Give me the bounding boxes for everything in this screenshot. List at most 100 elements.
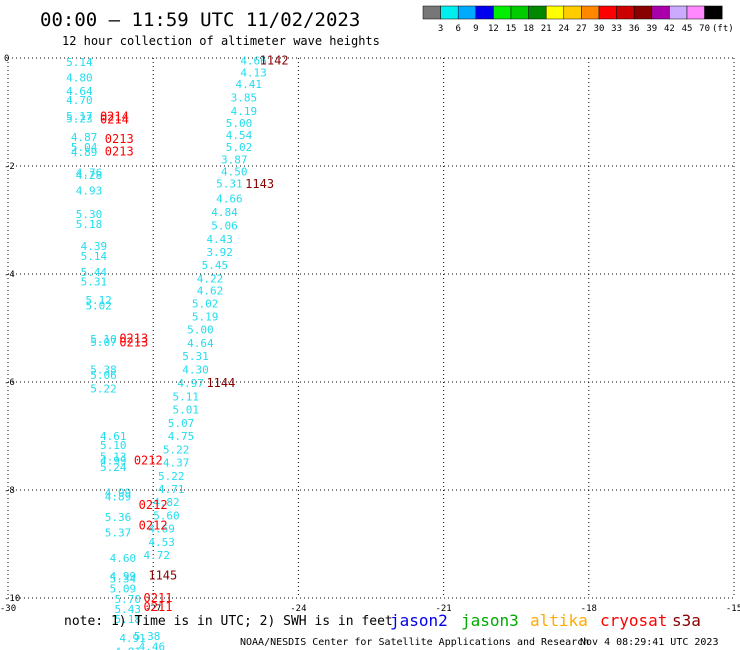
swh-value: 4.99	[105, 487, 132, 500]
swh-value: 4.87	[71, 131, 98, 144]
swh-value: 4.43	[206, 233, 233, 246]
legend-swatch	[475, 5, 494, 20]
swh-value: 4.70	[66, 94, 93, 107]
legend-swatch	[598, 5, 617, 20]
swh-value: 5.31	[216, 177, 243, 190]
swh-value: 5.13	[100, 451, 127, 464]
x-tick-label: -21	[435, 604, 451, 614]
swh-value: 4.84	[211, 206, 238, 219]
pass-time-label: 0212	[139, 498, 168, 512]
x-tick-label: -30	[0, 604, 16, 614]
swh-value: 4.89	[105, 490, 132, 503]
legend-unit: (ft)	[712, 24, 734, 34]
pass-time-label: 1144	[206, 376, 235, 390]
swh-value: 4.76	[76, 166, 103, 179]
swh-value: 5.45	[202, 259, 229, 272]
swh-value: 5.60	[153, 509, 180, 522]
legend-swatch	[633, 5, 653, 20]
x-tick-label: -24	[290, 604, 306, 614]
pass-time-label: 0211	[144, 600, 173, 614]
legend-value: 24	[558, 24, 569, 34]
swh-value: 5.10	[100, 439, 127, 452]
legend-value: 15	[506, 24, 517, 34]
swh-value: 4.82	[153, 496, 180, 509]
data-points: 5.144.804.644.705.175.234.875.044.894.76…	[66, 55, 267, 650]
swh-value: 4.99	[100, 454, 127, 467]
swh-value: 3.87	[221, 154, 248, 167]
color-legend: 3 6 9 12 15 18 21 24 27 30 33 36 39 42 45 70 (ft)	[422, 5, 734, 34]
legend-swatch	[651, 5, 670, 20]
pass-time-label: 0213	[105, 132, 134, 146]
x-tick-label: -18	[581, 604, 597, 614]
swh-value: 5.19	[192, 311, 219, 324]
legend-value: 12	[488, 24, 499, 34]
swh-value: 4.71	[158, 483, 185, 496]
plot-grid	[7, 57, 735, 599]
legend-value: 27	[576, 24, 587, 34]
swh-value: 4.69	[148, 522, 175, 535]
swh-value: 5.00	[187, 324, 214, 337]
legend-swatch	[493, 5, 512, 20]
legend-value: 6	[455, 24, 460, 34]
swh-value: 5.34	[110, 573, 137, 586]
legend-value: 42	[664, 24, 675, 34]
legend-swatch	[616, 5, 635, 20]
swh-value: 4.50	[221, 165, 248, 178]
swh-value: 3.85	[231, 91, 258, 104]
swh-value: 4.46	[139, 641, 166, 650]
y-tick-label: -8	[4, 486, 15, 496]
swh-value: 5.31	[182, 350, 209, 363]
y-tick-label: -6	[4, 378, 15, 388]
swh-value: 3.92	[206, 246, 233, 259]
swh-value: 4.64	[187, 337, 214, 350]
legend-swatch	[440, 5, 459, 20]
satellite-name: s3a	[672, 611, 701, 630]
swh-value: 4.80	[66, 71, 93, 84]
swh-value: 5.38	[134, 630, 161, 643]
swh-value: 5.18	[114, 613, 141, 626]
swh-value: 5.70	[114, 593, 141, 606]
swh-value: 5.00	[226, 117, 253, 130]
swh-value: 5.31	[81, 276, 108, 289]
pass-labels: 1142021402140213021311430213021311440212…	[100, 54, 289, 614]
swh-value: 5.02	[85, 299, 112, 312]
swh-value: 4.19	[231, 105, 258, 118]
swh-value: 4.61	[100, 430, 127, 443]
swh-value: 4.93	[76, 184, 103, 197]
pass-time-label: 0213	[119, 336, 148, 350]
swh-value: 4.81	[114, 645, 141, 650]
swh-value: 5.22	[90, 382, 117, 395]
x-tick-label: -15	[726, 604, 740, 614]
footer-note: note: 1) Time is in UTC; 2) SWH is in fe…	[64, 614, 393, 629]
pass-time-label: 0212	[139, 519, 168, 533]
swh-value: 5.11	[173, 391, 200, 404]
swh-value: 5.14	[66, 56, 93, 69]
legend-swatch	[669, 5, 688, 20]
legend-value: 39	[646, 24, 657, 34]
y-tick-label: 0	[4, 54, 9, 64]
satellite-name: altika	[530, 611, 588, 630]
axis-ticks: -30 -27 -24 -21 -18 -15 0 -2 -4 -6 -8 -10	[0, 54, 740, 614]
swh-value: 4.75	[168, 430, 195, 443]
swh-value: 4.72	[144, 549, 171, 562]
pass-time-label: 0214	[100, 109, 129, 123]
satellite-name: jason3	[461, 611, 519, 630]
legend-value: 3	[438, 24, 443, 34]
pass-time-label: 0213	[119, 331, 148, 345]
swh-value: 5.38	[90, 364, 117, 377]
swh-value: 4.53	[148, 536, 175, 549]
swh-value: 5.37	[105, 527, 132, 540]
swh-value: 4.64	[66, 85, 93, 98]
swh-value: 5.07	[90, 336, 117, 349]
swh-value: 4.54	[226, 129, 253, 142]
swh-value: 5.06	[211, 219, 238, 232]
pass-time-label: 0213	[105, 144, 134, 158]
swh-value: 4.66	[216, 192, 243, 205]
legend-value: 9	[473, 24, 478, 34]
legend-value: 45	[682, 24, 693, 34]
swh-value: 5.30	[76, 208, 103, 221]
legend-value: 30	[594, 24, 605, 34]
legend-swatch	[704, 5, 723, 20]
legend-value: 36	[629, 24, 640, 34]
